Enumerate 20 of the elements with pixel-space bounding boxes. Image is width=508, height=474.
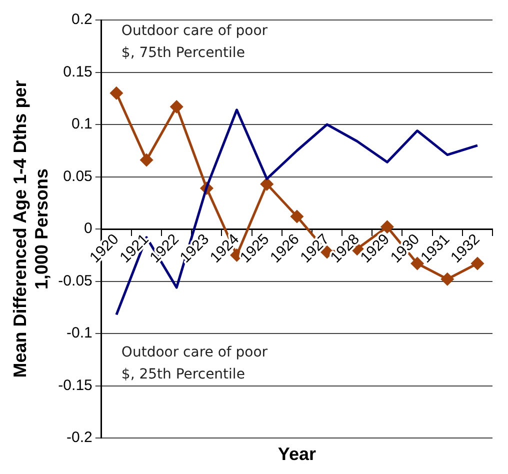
point bbox=[170, 100, 183, 113]
point bbox=[110, 86, 123, 100]
text: Outdoor care of poor $, 25th Percentile bbox=[121, 344, 268, 382]
y-tick-label: 0.2 bbox=[72, 11, 92, 28]
x-axis-title: Year bbox=[278, 444, 316, 464]
point bbox=[380, 220, 394, 234]
series-label: Outdoor care of poor $, 75th Percentile bbox=[121, 22, 268, 61]
y-axis-title: Mean Differenced Age 1-4 Dths per 1,000 Persons bbox=[10, 80, 52, 378]
y-tick-label: -0.15 bbox=[58, 376, 92, 394]
y-tick-label: 0.05 bbox=[63, 168, 92, 185]
point bbox=[140, 154, 153, 166]
y-tick-label: -0.1 bbox=[66, 324, 92, 342]
y-tick-label: -0.05 bbox=[58, 272, 92, 290]
point bbox=[441, 272, 454, 286]
y-tick-label: 0 bbox=[84, 220, 92, 238]
y-tick-label: 0.15 bbox=[63, 63, 92, 80]
y-tick-label: -0.2 bbox=[66, 429, 92, 446]
point bbox=[290, 210, 304, 223]
y-tick-label: 0.1 bbox=[72, 116, 92, 133]
point bbox=[260, 178, 274, 190]
